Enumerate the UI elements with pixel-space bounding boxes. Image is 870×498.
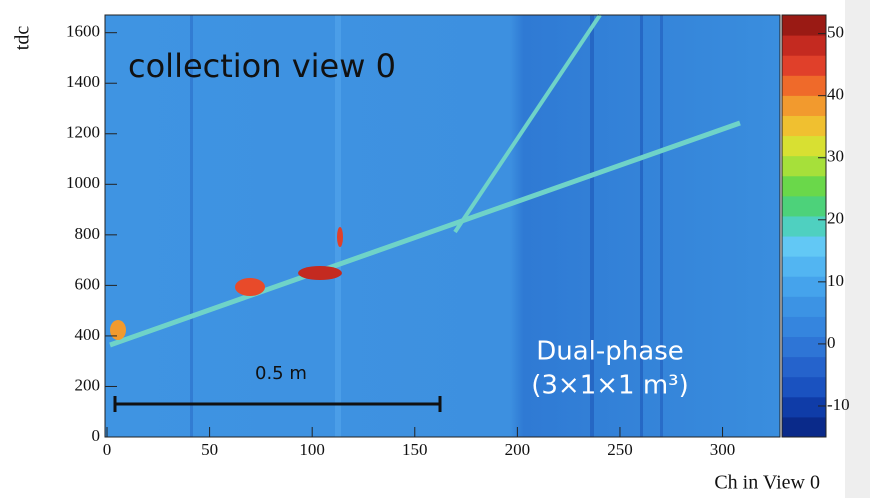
- colorbar-band: [782, 215, 826, 237]
- annotation: 0.5 m: [255, 363, 307, 384]
- hit-blob: [298, 266, 342, 280]
- colorbar-band: [782, 175, 826, 197]
- colorbar-band: [782, 55, 826, 76]
- y-tick-label: 800: [75, 224, 101, 243]
- colorbar-band: [782, 236, 826, 257]
- colorbar-frame: [781, 14, 827, 438]
- stripe: [590, 15, 594, 437]
- colorbar-band: [782, 256, 826, 277]
- colorbar-band: [782, 155, 826, 177]
- colorbar-tick-label: 0: [827, 333, 836, 352]
- annotation: (3×1×1 m³): [531, 371, 689, 401]
- stripe: [190, 15, 193, 437]
- colorbar-band: [782, 296, 826, 317]
- stripe: [335, 15, 341, 437]
- colorbar-tick-label: 10: [827, 271, 844, 290]
- colorbar-band: [782, 35, 826, 56]
- x-axis-label: Ch in View 0: [714, 472, 820, 494]
- x-tick-label: 50: [201, 440, 218, 459]
- hit-blob: [337, 227, 343, 247]
- hit-blob: [235, 278, 265, 296]
- colorbar-band: [782, 396, 826, 418]
- y-tick-label: 1200: [66, 123, 100, 142]
- annotation: Dual-phase: [536, 337, 684, 367]
- x-tick-label: 200: [505, 440, 531, 459]
- colorbar-band: [782, 15, 826, 36]
- x-tick-label: 300: [710, 440, 736, 459]
- plot-area: [104, 13, 781, 438]
- stripe: [640, 15, 643, 437]
- track: [109, 120, 741, 348]
- hit-blob: [110, 320, 126, 340]
- colorbar-band: [782, 75, 826, 96]
- x-tick-label: 0: [103, 440, 112, 459]
- y-tick-label: 1600: [66, 22, 100, 41]
- y-tick-label: 1000: [66, 173, 100, 192]
- colorbar-tick-label: 40: [827, 85, 844, 104]
- x-tick-label: 150: [402, 440, 428, 459]
- colorbar-band: [782, 376, 826, 398]
- colorbar-band: [782, 316, 826, 338]
- stripe: [660, 15, 663, 437]
- colorbar-band: [782, 135, 826, 157]
- colorbar-band: [782, 195, 826, 217]
- plot-frame: [104, 14, 781, 438]
- colorbar-band: [782, 356, 826, 378]
- x-tick-label: 100: [299, 440, 325, 459]
- y-tick-label: 400: [75, 325, 101, 344]
- annotation: collection view 0: [128, 47, 396, 85]
- track: [453, 13, 602, 234]
- colorbar-tick-label: -10: [827, 395, 850, 414]
- colorbar-tick-label: 50: [827, 23, 844, 42]
- x-tick-label: 250: [607, 440, 633, 459]
- colorbar-tick-label: 20: [827, 209, 844, 228]
- colorbar-tick-label: 30: [827, 147, 844, 166]
- colorbar-band: [782, 416, 826, 438]
- side-strip: [845, 0, 870, 498]
- colorbar-band: [782, 115, 826, 137]
- colorbar-band: [782, 336, 826, 358]
- y-tick-label: 200: [75, 375, 101, 394]
- y-tick-label: 600: [75, 274, 101, 293]
- y-tick-label: 0: [92, 426, 101, 445]
- y-tick-label: 1400: [66, 72, 100, 91]
- colorbar-band: [782, 276, 826, 297]
- colorbar-band: [782, 95, 826, 116]
- y-axis-label: tdc: [12, 26, 34, 51]
